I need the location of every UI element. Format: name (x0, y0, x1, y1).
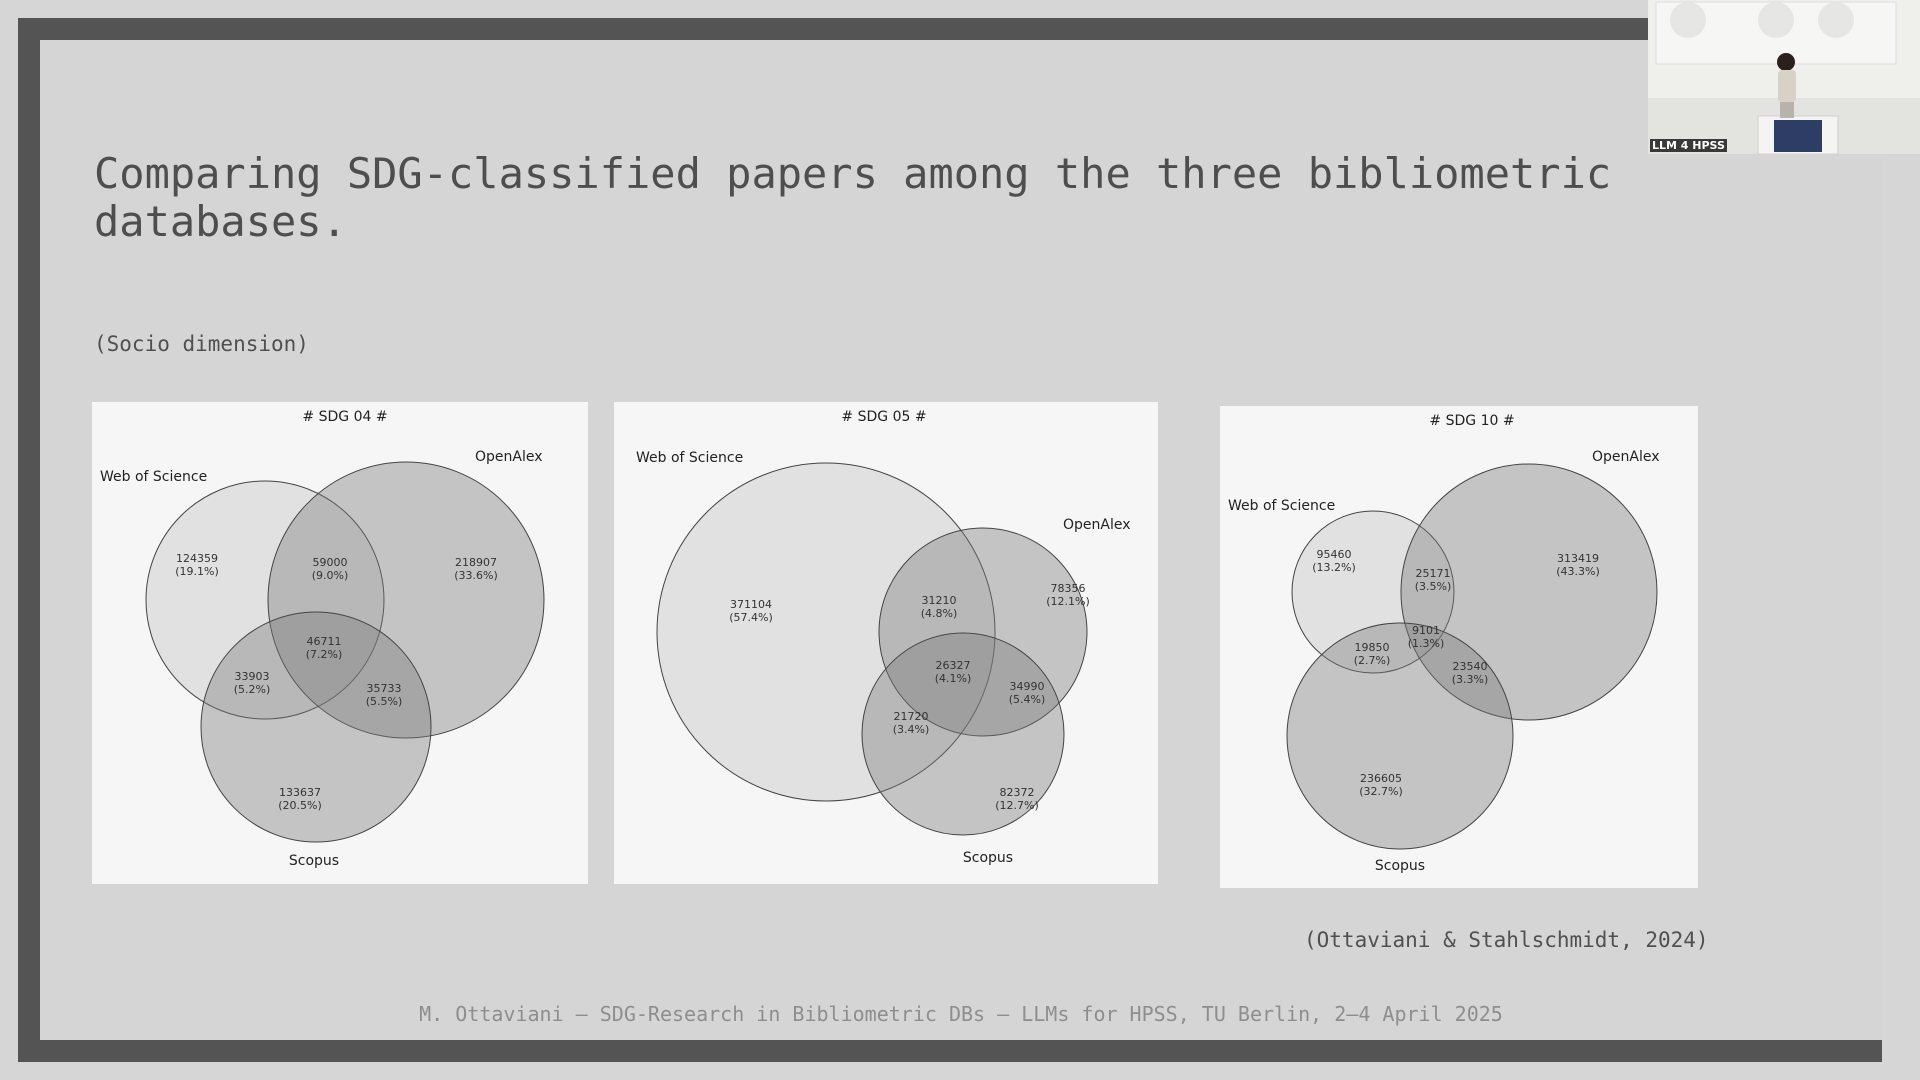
region-count: 59000 (313, 556, 348, 569)
region-count: 371104 (730, 598, 772, 611)
region-count: 35733 (367, 682, 402, 695)
set-label-openalex: OpenAlex (1592, 449, 1660, 465)
region-pct: (19.1%) (175, 565, 219, 578)
region-pct: (5.5%) (366, 695, 403, 708)
region-count: 82372 (1000, 786, 1035, 799)
venn-circle-web-of-science (656, 462, 996, 802)
region-pct: (4.1%) (935, 672, 972, 685)
venn-title: # SDG 04 # (302, 409, 387, 425)
set-label-scopus: Scopus (289, 853, 339, 869)
set-label-scopus: Scopus (1375, 858, 1425, 874)
set-label-web-of-science: Web of Science (1228, 498, 1335, 514)
region-pct: (12.7%) (995, 799, 1039, 812)
set-label-openalex: OpenAlex (1063, 517, 1131, 533)
region-pct: (20.5%) (278, 799, 322, 812)
region-count: 124359 (176, 552, 218, 565)
region-count: 26327 (936, 659, 971, 672)
slide: Comparing SDG-classified papers among th… (40, 40, 1882, 1040)
venn-circle-openalex (878, 527, 1088, 737)
video-label: LLM 4 HPSS (1650, 139, 1727, 152)
set-label-web-of-science: Web of Science (100, 469, 207, 485)
speaker-scene (1648, 0, 1920, 154)
venn-title: # SDG 10 # (1429, 413, 1514, 429)
region-count: 46711 (307, 635, 342, 648)
venn-circle-openalex (267, 461, 545, 739)
region-pct: (43.3%) (1556, 565, 1600, 578)
region-count: 218907 (455, 556, 497, 569)
region-count: 78356 (1051, 582, 1086, 595)
venn-circle-web-of-science (1291, 510, 1455, 674)
region-pct: (9.0%) (312, 569, 349, 582)
slide-footer: M. Ottaviani – SDG-Research in Bibliomet… (419, 1002, 1503, 1026)
region-count: 21720 (894, 710, 929, 723)
region-pct: (5.2%) (234, 683, 271, 696)
region-pct: (3.4%) (893, 723, 930, 736)
venn-title: # SDG 05 # (841, 409, 926, 425)
venn-circle-scopus (1286, 622, 1514, 850)
region-count: 23540 (1453, 660, 1488, 673)
region-count: 19850 (1355, 641, 1390, 654)
slide-title: Comparing SDG-classified papers among th… (94, 149, 1612, 246)
region-pct: (3.5%) (1415, 580, 1452, 593)
venn-panel-sdg05: # SDG 05 # Web of Science OpenAlex Scopu… (614, 402, 1158, 884)
venn-diagram-sdg05: # SDG 05 # Web of Science OpenAlex Scopu… (636, 409, 1131, 866)
venn-circle-scopus (200, 611, 432, 843)
region-pct: (2.7%) (1354, 654, 1391, 667)
region-pct: (4.8%) (921, 607, 958, 620)
region-pct: (7.2%) (306, 648, 343, 661)
venn-diagram-sdg04: # SDG 04 # Web of Science OpenAlex Scopu… (100, 409, 545, 869)
region-count: 236605 (1360, 772, 1402, 785)
venn-circle-scopus (861, 632, 1065, 836)
region-pct: (1.3%) (1408, 637, 1445, 650)
venn-panel-sdg10: # SDG 10 # Web of Science OpenAlex Scopu… (1220, 406, 1698, 888)
set-label-web-of-science: Web of Science (636, 450, 743, 466)
venn-panel-sdg04: # SDG 04 # Web of Science OpenAlex Scopu… (92, 402, 588, 884)
region-count: 33903 (235, 670, 270, 683)
region-count: 25171 (1416, 567, 1451, 580)
region-pct: (5.4%) (1009, 693, 1046, 706)
region-count: 9101 (1412, 624, 1440, 637)
region-pct: (3.3%) (1452, 673, 1489, 686)
speaker-video-thumbnail[interactable]: LLM 4 HPSS (1648, 0, 1920, 154)
venn-circle-web-of-science (145, 480, 385, 720)
region-count: 133637 (279, 786, 321, 799)
region-pct: (33.6%) (454, 569, 498, 582)
set-label-scopus: Scopus (963, 850, 1013, 866)
region-pct: (57.4%) (729, 611, 773, 624)
region-count: 31210 (922, 594, 957, 607)
region-pct: (12.1%) (1046, 595, 1090, 608)
venn-diagram-sdg10: # SDG 10 # Web of Science OpenAlex Scopu… (1228, 413, 1660, 874)
set-label-openalex: OpenAlex (475, 449, 543, 465)
citation: (Ottaviani & Stahlschmidt, 2024) (1304, 928, 1709, 952)
region-count: 313419 (1557, 552, 1599, 565)
region-pct: (32.7%) (1359, 785, 1403, 798)
region-pct: (13.2%) (1312, 561, 1356, 574)
region-count: 34990 (1010, 680, 1045, 693)
region-count: 95460 (1317, 548, 1352, 561)
slide-subtitle: (Socio dimension) (94, 332, 309, 356)
venn-circle-openalex (1400, 463, 1658, 721)
